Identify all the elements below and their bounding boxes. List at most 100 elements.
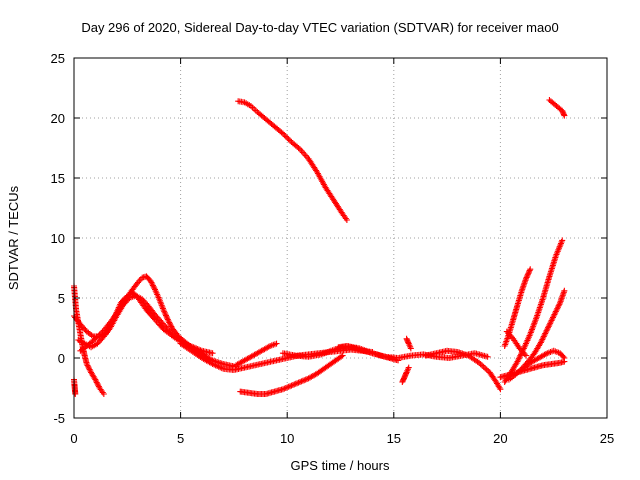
data-point <box>301 377 308 384</box>
y-tick-label: 10 <box>51 231 65 246</box>
data-point <box>289 382 296 388</box>
data-point <box>338 353 345 360</box>
y-tick-label: 0 <box>58 351 65 366</box>
tick-labels-layer: 0 5 10 15 20 25 -5 0 5 10 15 20 25 <box>51 51 615 446</box>
series-arc-late-rise-3 <box>501 266 534 349</box>
data-point <box>287 137 294 144</box>
x-tick-label: 15 <box>387 431 401 446</box>
data-point <box>395 357 402 364</box>
data-point <box>519 348 526 355</box>
data-point <box>525 270 532 277</box>
data-point <box>85 365 92 372</box>
data-point <box>484 353 491 360</box>
y-tick-label: 5 <box>58 291 65 306</box>
data-point <box>95 382 102 389</box>
data-point <box>86 366 93 373</box>
data-point <box>288 382 295 389</box>
data-point <box>149 282 156 289</box>
data-point <box>151 285 158 292</box>
data-point <box>522 352 529 359</box>
series-arc-late-rise-1 <box>501 237 566 385</box>
data-point <box>95 339 102 346</box>
data-point <box>281 132 288 138</box>
data-point <box>82 327 89 334</box>
data-point <box>209 350 216 357</box>
data-point <box>92 376 99 383</box>
data-point <box>158 319 165 325</box>
data-point <box>93 378 100 384</box>
data-point <box>298 378 305 385</box>
data-point <box>296 379 303 385</box>
data-point <box>157 317 164 324</box>
y-tick-label: 20 <box>51 111 65 126</box>
data-point <box>285 136 292 143</box>
data-point <box>542 351 549 357</box>
series-arc-mid-band <box>335 343 402 364</box>
data-point <box>85 363 92 370</box>
chart-title: Day 296 of 2020, Sidereal Day-to-day VTE… <box>81 20 558 35</box>
data-point <box>94 340 101 347</box>
data-point <box>497 386 504 393</box>
data-point <box>78 322 85 329</box>
data-point <box>559 237 566 244</box>
data-point <box>164 316 171 323</box>
data-point <box>147 278 154 285</box>
data-point <box>163 324 170 331</box>
data-point <box>294 380 301 387</box>
data-point <box>94 380 101 387</box>
data-point <box>273 340 280 347</box>
data-point <box>153 313 160 320</box>
data-point <box>407 345 414 352</box>
data-point <box>284 134 291 141</box>
data-point <box>150 283 157 290</box>
ticks-layer <box>73 57 608 419</box>
data-point <box>140 297 147 304</box>
y-tick-label: 15 <box>51 171 65 186</box>
data-point <box>295 145 302 151</box>
data-point <box>122 299 129 306</box>
x-tick-label: 0 <box>70 431 77 446</box>
data-point <box>84 362 91 369</box>
data-point <box>162 312 169 319</box>
data-point <box>505 330 512 337</box>
data-point <box>149 281 156 287</box>
data-point <box>162 311 169 318</box>
data-point <box>524 271 531 278</box>
data-point <box>152 311 159 318</box>
data-point <box>166 319 173 326</box>
data-point <box>97 337 104 344</box>
data-point <box>561 112 568 119</box>
data-points-layer <box>71 97 568 397</box>
data-point <box>160 321 167 328</box>
data-point <box>154 314 161 321</box>
data-point <box>159 320 166 327</box>
x-axis-label: GPS time / hours <box>291 458 390 473</box>
data-point <box>517 346 524 353</box>
data-point <box>507 332 514 339</box>
data-point <box>148 279 155 286</box>
x-tick-label: 25 <box>600 431 614 446</box>
data-point <box>561 287 568 294</box>
series-arc-late-loop <box>518 347 568 373</box>
data-point <box>285 383 292 390</box>
data-point <box>560 353 567 360</box>
series-arc-early-loop <box>75 292 184 351</box>
series-arc-late-short-2 <box>403 335 414 352</box>
y-tick-label: 25 <box>51 51 65 66</box>
data-point <box>265 343 272 350</box>
data-point <box>83 361 90 367</box>
data-point <box>521 351 528 358</box>
data-point <box>405 364 412 371</box>
y-tick-label: -5 <box>53 411 65 426</box>
data-point <box>561 355 568 361</box>
data-point <box>93 334 100 341</box>
data-point <box>279 130 286 137</box>
series-arc-mid-spike <box>233 340 280 369</box>
data-point <box>96 331 103 338</box>
data-point <box>291 381 298 388</box>
data-point <box>155 316 162 323</box>
series-arc-late-dip <box>422 347 504 393</box>
data-point <box>167 322 174 329</box>
data-point <box>480 363 487 370</box>
